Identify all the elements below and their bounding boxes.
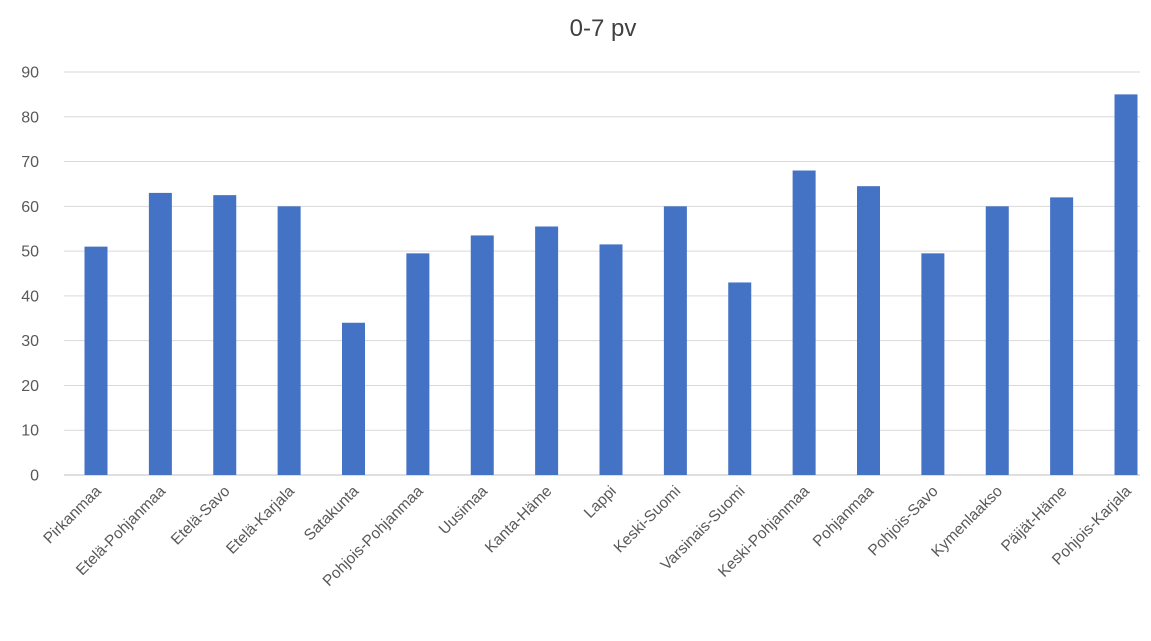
- bar: [342, 322, 365, 475]
- bar: [84, 246, 108, 475]
- x-tick-label: Lappi: [581, 483, 620, 522]
- x-tick-label: Kanta-Häme: [482, 483, 556, 557]
- x-tick-label: Pirkanmaa: [40, 483, 105, 548]
- x-tick-label: Pohjanmaa: [810, 483, 878, 551]
- bar: [213, 195, 237, 475]
- bar: [857, 186, 880, 475]
- y-axis-ticks: 0 10 20 30 40 50 60 70 80 90: [21, 65, 39, 485]
- y-tick-label: 30: [21, 333, 39, 350]
- chart-title: 0-7 pv: [570, 15, 637, 42]
- bar: [1114, 94, 1138, 475]
- y-tick-label: 10: [21, 423, 39, 440]
- x-tick-label: Uusimaa: [436, 483, 492, 539]
- bar: [921, 253, 945, 475]
- bar: [599, 244, 623, 475]
- x-tick-label: Satakunta: [301, 483, 363, 545]
- x-tick-label: Etelä-Karjala: [223, 483, 298, 558]
- y-tick-label: 60: [21, 199, 39, 216]
- y-tick-label: 20: [21, 378, 39, 395]
- bar: [1050, 197, 1074, 475]
- bar: [535, 226, 559, 475]
- x-tick-label: Etelä-Savo: [168, 483, 234, 549]
- y-tick-label: 80: [21, 109, 39, 126]
- bar: [728, 282, 752, 475]
- y-tick-label: 0: [30, 468, 39, 485]
- x-tick-label: Päijät-Häme: [998, 483, 1070, 555]
- bar: [148, 192, 172, 475]
- bar: [985, 206, 1009, 476]
- bar: [792, 170, 816, 475]
- bar: [406, 253, 430, 475]
- bar: [470, 235, 494, 475]
- y-tick-label: 90: [21, 65, 39, 82]
- y-tick-label: 70: [21, 154, 39, 171]
- bars: [84, 94, 1138, 476]
- bar: [277, 206, 301, 476]
- x-axis-ticks: PirkanmaaEtelä-PohjanmaaEtelä-SavoEtelä-…: [40, 483, 1135, 590]
- y-tick-label: 50: [21, 244, 39, 261]
- y-tick-label: 40: [21, 288, 39, 305]
- bar: [663, 206, 687, 476]
